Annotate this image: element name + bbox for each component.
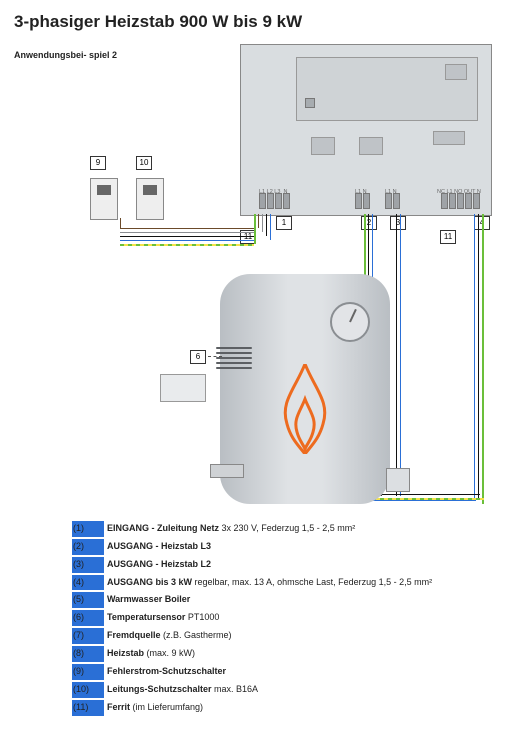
status-led-icon: [445, 64, 467, 80]
relay-icon: [359, 137, 383, 155]
control-unit: L1 L2 L3 N L1 N L1 N NC L1 NO OUT N: [240, 44, 492, 216]
legend-row: (6)Temperatursensor PT1000: [72, 610, 433, 626]
legend-row: (7)Fremdquelle (z.B. Gastherme): [72, 628, 433, 644]
callout-6: 6: [190, 350, 206, 364]
rcd-breaker: [90, 178, 118, 220]
legend-row: (1)EINGANG - Zuleitung Netz 3x 230 V, Fe…: [72, 521, 433, 537]
callout-1: 1: [276, 216, 292, 230]
callout-9: 9: [90, 156, 106, 170]
page-title: 3-phasiger Heizstab 900 W bis 9 kW: [14, 12, 496, 32]
legend-row: (11)Ferrit (im Lieferumfang): [72, 700, 433, 716]
callout-11b: 11: [440, 230, 456, 244]
junction-box: [386, 468, 410, 492]
wiring-diagram: L1 L2 L3 N L1 N L1 N NC L1 NO OUT N 1 2 …: [80, 44, 500, 514]
heating-element-icon: [210, 464, 244, 478]
relay-icon: [311, 137, 335, 155]
lan-port-icon: [305, 98, 315, 108]
external-source: [160, 374, 206, 402]
coil-icon: [216, 344, 252, 374]
legend-row: (10)Leitungs-Schutzschalter max. B16A: [72, 682, 433, 698]
control-unit-pcb: [296, 57, 478, 121]
callout-10: 10: [136, 156, 152, 170]
legend-row: (4)AUSGANG bis 3 kW regelbar, max. 13 A,…: [72, 575, 433, 591]
gauge-icon: [330, 302, 370, 342]
legend-row: (8)Heizstab (max. 9 kW): [72, 646, 433, 662]
legend-row: (2)AUSGANG - Heizstab L3: [72, 539, 433, 555]
legend-row: (9)Fehlerstrom-Schutzschalter: [72, 664, 433, 680]
flame-icon: [275, 364, 335, 454]
mcb-breaker: [136, 178, 164, 220]
legend-row: (3)AUSGANG - Heizstab L2: [72, 557, 433, 573]
resistor-icon: [433, 131, 465, 145]
boiler: [220, 274, 390, 504]
terminal-row: L1 L2 L3 N L1 N L1 N NC L1 NO OUT N: [249, 183, 483, 209]
legend-table: (1)EINGANG - Zuleitung Netz 3x 230 V, Fe…: [70, 519, 435, 718]
legend-row: (5)Warmwasser Boiler: [72, 592, 433, 608]
callout-3: 3: [390, 216, 406, 230]
